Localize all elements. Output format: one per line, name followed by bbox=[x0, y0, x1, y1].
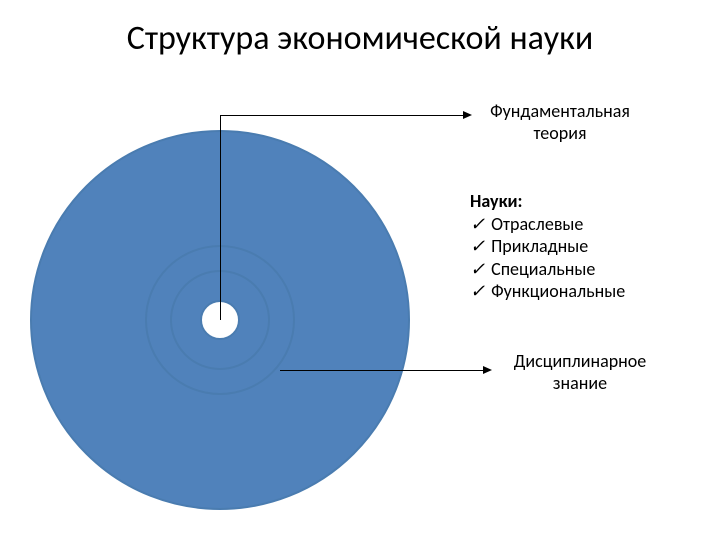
arrow-bottom-horizontal bbox=[280, 370, 483, 371]
label-disciplinary-line1: Дисциплинарное bbox=[490, 350, 670, 372]
list-item: ✓ Функциональные bbox=[470, 280, 625, 303]
label-fundamental-line1: Фундаментальная bbox=[470, 100, 650, 122]
list-item-label: Отраслевые bbox=[491, 213, 583, 236]
label-fundamental-line2: теория bbox=[470, 122, 650, 144]
arrow-top-vertical bbox=[220, 115, 221, 320]
arrow-top-horizontal bbox=[220, 115, 463, 116]
list-item: ✓ Отраслевые bbox=[470, 213, 625, 236]
list-item-label: Прикладные bbox=[491, 235, 588, 258]
list-item-label: Специальные bbox=[491, 258, 595, 281]
list-item-label: Функциональные bbox=[491, 280, 625, 303]
label-fundamental: Фундаментальная теория bbox=[470, 100, 650, 144]
list-item: ✓ Специальные bbox=[470, 258, 625, 281]
label-disciplinary-line2: знание bbox=[490, 372, 670, 394]
check-icon: ✓ bbox=[470, 258, 485, 281]
check-icon: ✓ bbox=[470, 280, 485, 303]
slide: Структура экономической науки Фундамента… bbox=[0, 0, 720, 540]
page-title: Структура экономической науки bbox=[0, 18, 720, 59]
label-disciplinary: Дисциплинарное знание bbox=[490, 350, 670, 394]
label-sciences-heading: Науки: bbox=[470, 190, 625, 213]
check-icon: ✓ bbox=[470, 235, 485, 258]
list-item: ✓ Прикладные bbox=[470, 235, 625, 258]
check-icon: ✓ bbox=[470, 213, 485, 236]
label-sciences: Науки: ✓ Отраслевые ✓ Прикладные ✓ Специ… bbox=[470, 190, 625, 303]
